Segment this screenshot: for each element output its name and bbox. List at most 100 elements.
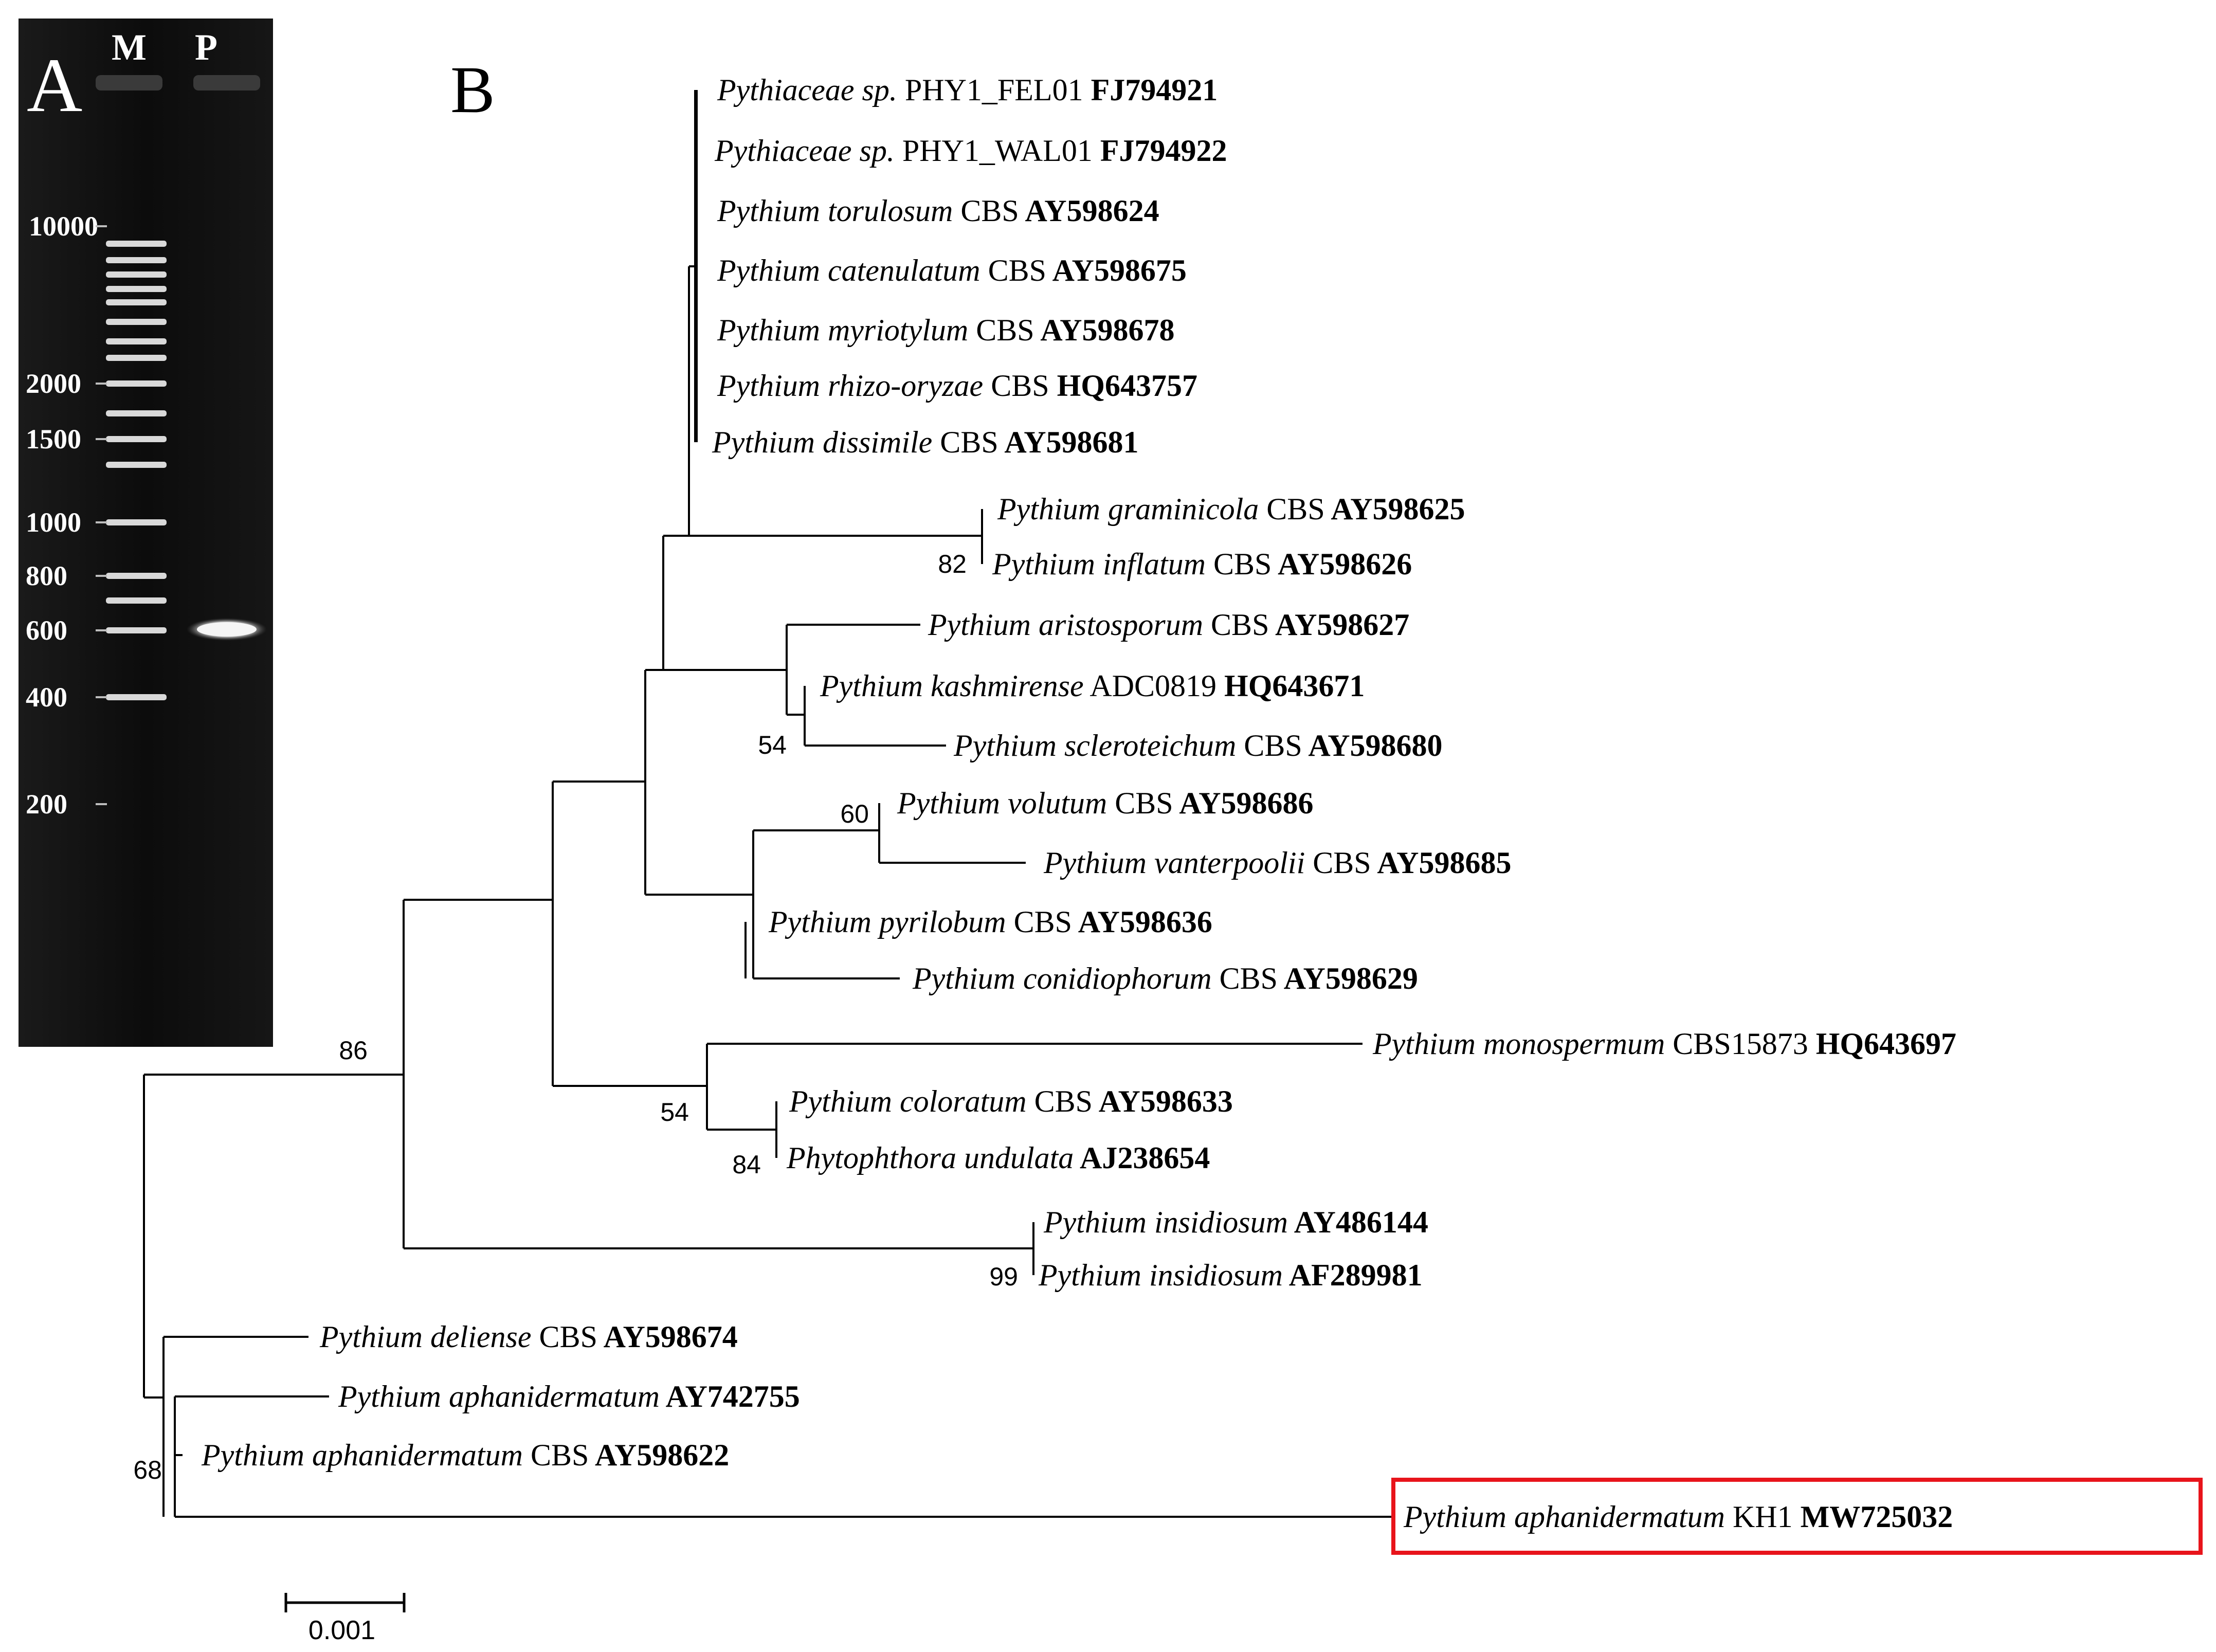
bootstrap-value: 68 (133, 1456, 162, 1484)
taxon-label: Pythium torulosum CBS AY598624 (717, 194, 1159, 228)
taxon-label: Pythium inflatum CBS AY598626 (992, 547, 1412, 581)
taxon-accession: HQ643697 (1808, 1027, 1956, 1061)
taxon-accession: AY598678 (1034, 313, 1175, 347)
gel-electrophoresis-panel: A M P 10000 2000 1500 1000 800 600 400 200 (19, 19, 273, 1047)
taxon-strain: CBS15873 (1665, 1027, 1808, 1061)
taxon-strain: CBS (523, 1438, 589, 1472)
taxon-name: Pythium graminicola (997, 492, 1259, 526)
gel-image (19, 19, 273, 1047)
ladder-band (106, 627, 167, 633)
ladder-band (106, 299, 167, 305)
taxon-strain: CBS (1259, 492, 1324, 526)
taxon-name: Pythium aristosporum (928, 608, 1203, 642)
ladder-bands (106, 241, 167, 700)
taxon-strain: CBS (932, 425, 998, 459)
taxon-accession: AY486144 (1288, 1205, 1428, 1239)
taxon-name: Pythiaceae sp. (717, 73, 897, 107)
taxon-label: Pythium aphanidermatum CBS AY598622 (201, 1438, 729, 1472)
taxon-name: Pythium coloratum (789, 1084, 1027, 1118)
taxon-accession: AJ238654 (1074, 1141, 1210, 1175)
taxon-labels: Pythiaceae sp. PHY1_FEL01 FJ794921Pythia… (201, 73, 1956, 1534)
taxon-strain: CBS (1203, 608, 1269, 642)
taxon-name: Pythium aphanidermatum (1403, 1500, 1725, 1534)
taxon-name: Pythiaceae sp. (714, 134, 895, 168)
taxon-accession: AY742755 (660, 1379, 800, 1413)
taxon-name: Pythium aphanidermatum (338, 1379, 660, 1413)
taxon-accession: AY598629 (1278, 961, 1418, 995)
taxon-accession: AY598625 (1325, 492, 1465, 526)
ladder-band (106, 410, 167, 416)
taxon-label: Pythium graminicola CBS AY598625 (997, 492, 1465, 526)
ladder-label: 10000 (29, 211, 98, 242)
taxon-label: Pythium myriotylum CBS AY598678 (717, 313, 1175, 347)
taxon-accession: AY598681 (998, 425, 1139, 459)
bootstrap-value: 82 (938, 550, 967, 578)
taxon-name: Pythium monospermum (1372, 1027, 1665, 1061)
taxon-strain: CBS (1107, 786, 1173, 820)
taxon-strain: CBS (1027, 1084, 1093, 1118)
taxon-strain: CBS (1206, 547, 1272, 581)
taxon-strain: CBS (1006, 905, 1072, 939)
taxon-accession: FJ794921 (1083, 73, 1218, 107)
taxon-strain: PHY1_FEL01 (897, 73, 1083, 107)
taxon-accession: AY598626 (1272, 547, 1412, 581)
taxon-strain: ADC0819 (1084, 669, 1216, 703)
ladder-labels: 10000 2000 1500 1000 800 600 400 200 (26, 211, 107, 820)
taxon-label: Pythium monospermum CBS15873 HQ643697 (1372, 1027, 1956, 1061)
taxon-accession: AY598622 (589, 1438, 729, 1472)
taxon-accession: AY598633 (1093, 1084, 1233, 1118)
ladder-band (106, 338, 167, 344)
taxon-strain: CBS (983, 369, 1049, 403)
taxon-label: Pythium vanterpoolii CBS AY598685 (1043, 846, 1512, 880)
taxon-label: Pythium conidiophorum CBS AY598629 (912, 961, 1418, 995)
ladder-band (106, 286, 167, 292)
taxon-label: Pythium dissimile CBS AY598681 (712, 425, 1139, 459)
taxon-accession: AY598685 (1371, 846, 1512, 880)
bootstrap-value: 84 (732, 1150, 761, 1179)
ladder-band (106, 519, 167, 525)
taxon-accession: AY598686 (1173, 786, 1314, 820)
taxon-label: Pythium deliense CBS AY598674 (319, 1320, 738, 1354)
taxon-label: Pythium kashmirense ADC0819 HQ643671 (820, 669, 1365, 703)
taxon-label: Pythiaceae sp. PHY1_FEL01 FJ794921 (717, 73, 1218, 107)
ladder-band (106, 694, 167, 700)
taxon-label: Pythium pyrilobum CBS AY598636 (768, 905, 1212, 939)
taxon-accession: AY598627 (1269, 608, 1409, 642)
ladder-band (106, 436, 167, 442)
taxon-accession: HQ643671 (1216, 669, 1365, 703)
taxon-accession: FJ794922 (1093, 134, 1227, 168)
taxon-label: Pythium insidiosum AF289981 (1038, 1258, 1423, 1292)
bootstrap-value: 54 (660, 1098, 689, 1127)
ladder-band (106, 241, 167, 247)
ladder-label: 800 (26, 560, 67, 591)
bootstrap-value: 54 (758, 731, 787, 759)
ladder-band (106, 380, 167, 387)
taxon-name: Pythium torulosum (717, 194, 953, 228)
ladder-band (106, 355, 167, 361)
taxon-label: Phytophthora undulata AJ238654 (786, 1141, 1210, 1175)
taxon-label: Pythium coloratum CBS AY598633 (789, 1084, 1233, 1118)
lane-label-p: P (195, 27, 217, 68)
ladder-label: 600 (26, 615, 67, 646)
tree-branches (143, 90, 1393, 1518)
taxon-strain: CBS (968, 313, 1034, 347)
ladder-band (106, 257, 167, 263)
taxon-name: Pythium dissimile (712, 425, 932, 459)
lane-label-m: M (112, 27, 147, 68)
taxon-label: Pythium aphanidermatum AY742755 (338, 1379, 800, 1413)
ladder-band (106, 271, 167, 278)
ladder-label: 1000 (26, 507, 81, 538)
taxon-accession: AY598680 (1302, 729, 1443, 763)
taxon-strain: CBS (980, 253, 1046, 287)
ladder-band (106, 319, 167, 325)
taxon-name: Phytophthora undulata (786, 1141, 1074, 1175)
taxon-strain: CBS (532, 1320, 597, 1354)
taxon-label: Pythium aphanidermatum KH1 MW725032 (1403, 1500, 1953, 1534)
taxon-name: Pythium pyrilobum (768, 905, 1006, 939)
taxon-name: Pythium vanterpoolii (1043, 846, 1305, 880)
ladder-label: 1500 (26, 424, 81, 455)
taxon-name: Pythium kashmirense (820, 669, 1084, 703)
bootstrap-value: 60 (840, 800, 869, 828)
panel-b-letter: B (450, 53, 495, 127)
